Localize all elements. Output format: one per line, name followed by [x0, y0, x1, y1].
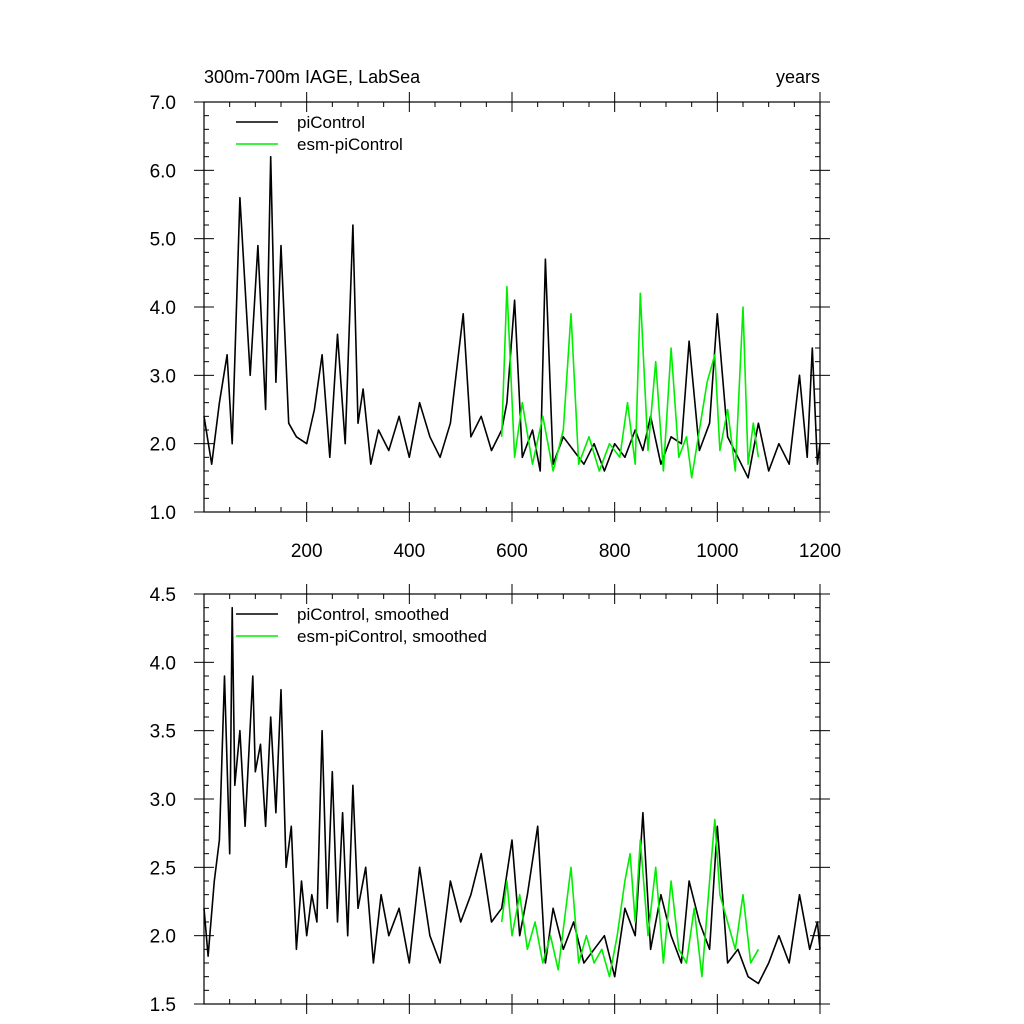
bottom-panel-axes: 1.5 2.0 2.5 3.0 3.5 4.0 4.5 — [150, 584, 830, 1016]
bottom-y-tick-label: 4.0 — [150, 653, 176, 674]
top-panel-axes: 200 400 600 800 1000 1200 1.0 2.0 3.0 4.0 5.0 6.0 7.… — [150, 92, 841, 562]
top-panel-legend: piControl esm-piControl — [236, 113, 403, 154]
top-y-tick-label: 7.0 — [150, 93, 176, 114]
top-x-tick-label: 1000 — [696, 541, 738, 562]
top-y-tick-label: 5.0 — [150, 230, 176, 251]
bottom-y-tick-label: 4.5 — [150, 585, 176, 606]
top-panel-right-title: years — [776, 67, 820, 87]
bottom-y-tick-label: 2.0 — [150, 927, 176, 948]
top-x-tick-label: 1200 — [799, 541, 841, 562]
top-x-tick-label: 800 — [599, 541, 631, 562]
bottom-series-line-esm-picontrol — [500, 818, 760, 978]
top-panel-title: 300m-700m IAGE, LabSea — [204, 67, 421, 87]
top-legend-label: piControl — [297, 113, 365, 132]
bottom-series-line-picontrol — [203, 606, 821, 985]
bottom-panel-legend: piControl, smoothed esm-piControl, smooth… — [236, 605, 487, 646]
bottom-panel-frame — [203, 593, 821, 1005]
top-y-tick-label: 3.0 — [150, 366, 176, 387]
top-y-tick-label: 2.0 — [150, 435, 176, 456]
bottom-legend-label: esm-piControl, smoothed — [297, 627, 487, 646]
top-series-line-esm-picontrol — [500, 285, 760, 479]
top-panel-series — [203, 155, 821, 479]
bottom-y-tick-label: 1.5 — [150, 995, 176, 1016]
bottom-panel-series — [203, 606, 821, 985]
top-x-tick-label: 200 — [291, 541, 323, 562]
top-y-tick-label: 6.0 — [150, 161, 176, 182]
top-y-tick-label: 1.0 — [150, 503, 176, 524]
top-x-tick-label: 400 — [393, 541, 425, 562]
top-legend-label: esm-piControl — [297, 135, 403, 154]
top-panel: 300m-700m IAGE, LabSea years 200 400 600 80… — [150, 67, 842, 562]
bottom-y-tick-label: 3.5 — [150, 722, 176, 743]
top-panel-frame — [203, 101, 821, 513]
bottom-legend-label: piControl, smoothed — [297, 605, 449, 624]
top-y-tick-label: 4.0 — [150, 298, 176, 319]
bottom-y-tick-label: 2.5 — [150, 858, 176, 879]
bottom-panel: 1.5 2.0 2.5 3.0 3.5 4.0 4.5 piControl, smoothe… — [150, 584, 830, 1016]
bottom-y-tick-label: 3.0 — [150, 790, 176, 811]
top-x-tick-label: 600 — [496, 541, 528, 562]
